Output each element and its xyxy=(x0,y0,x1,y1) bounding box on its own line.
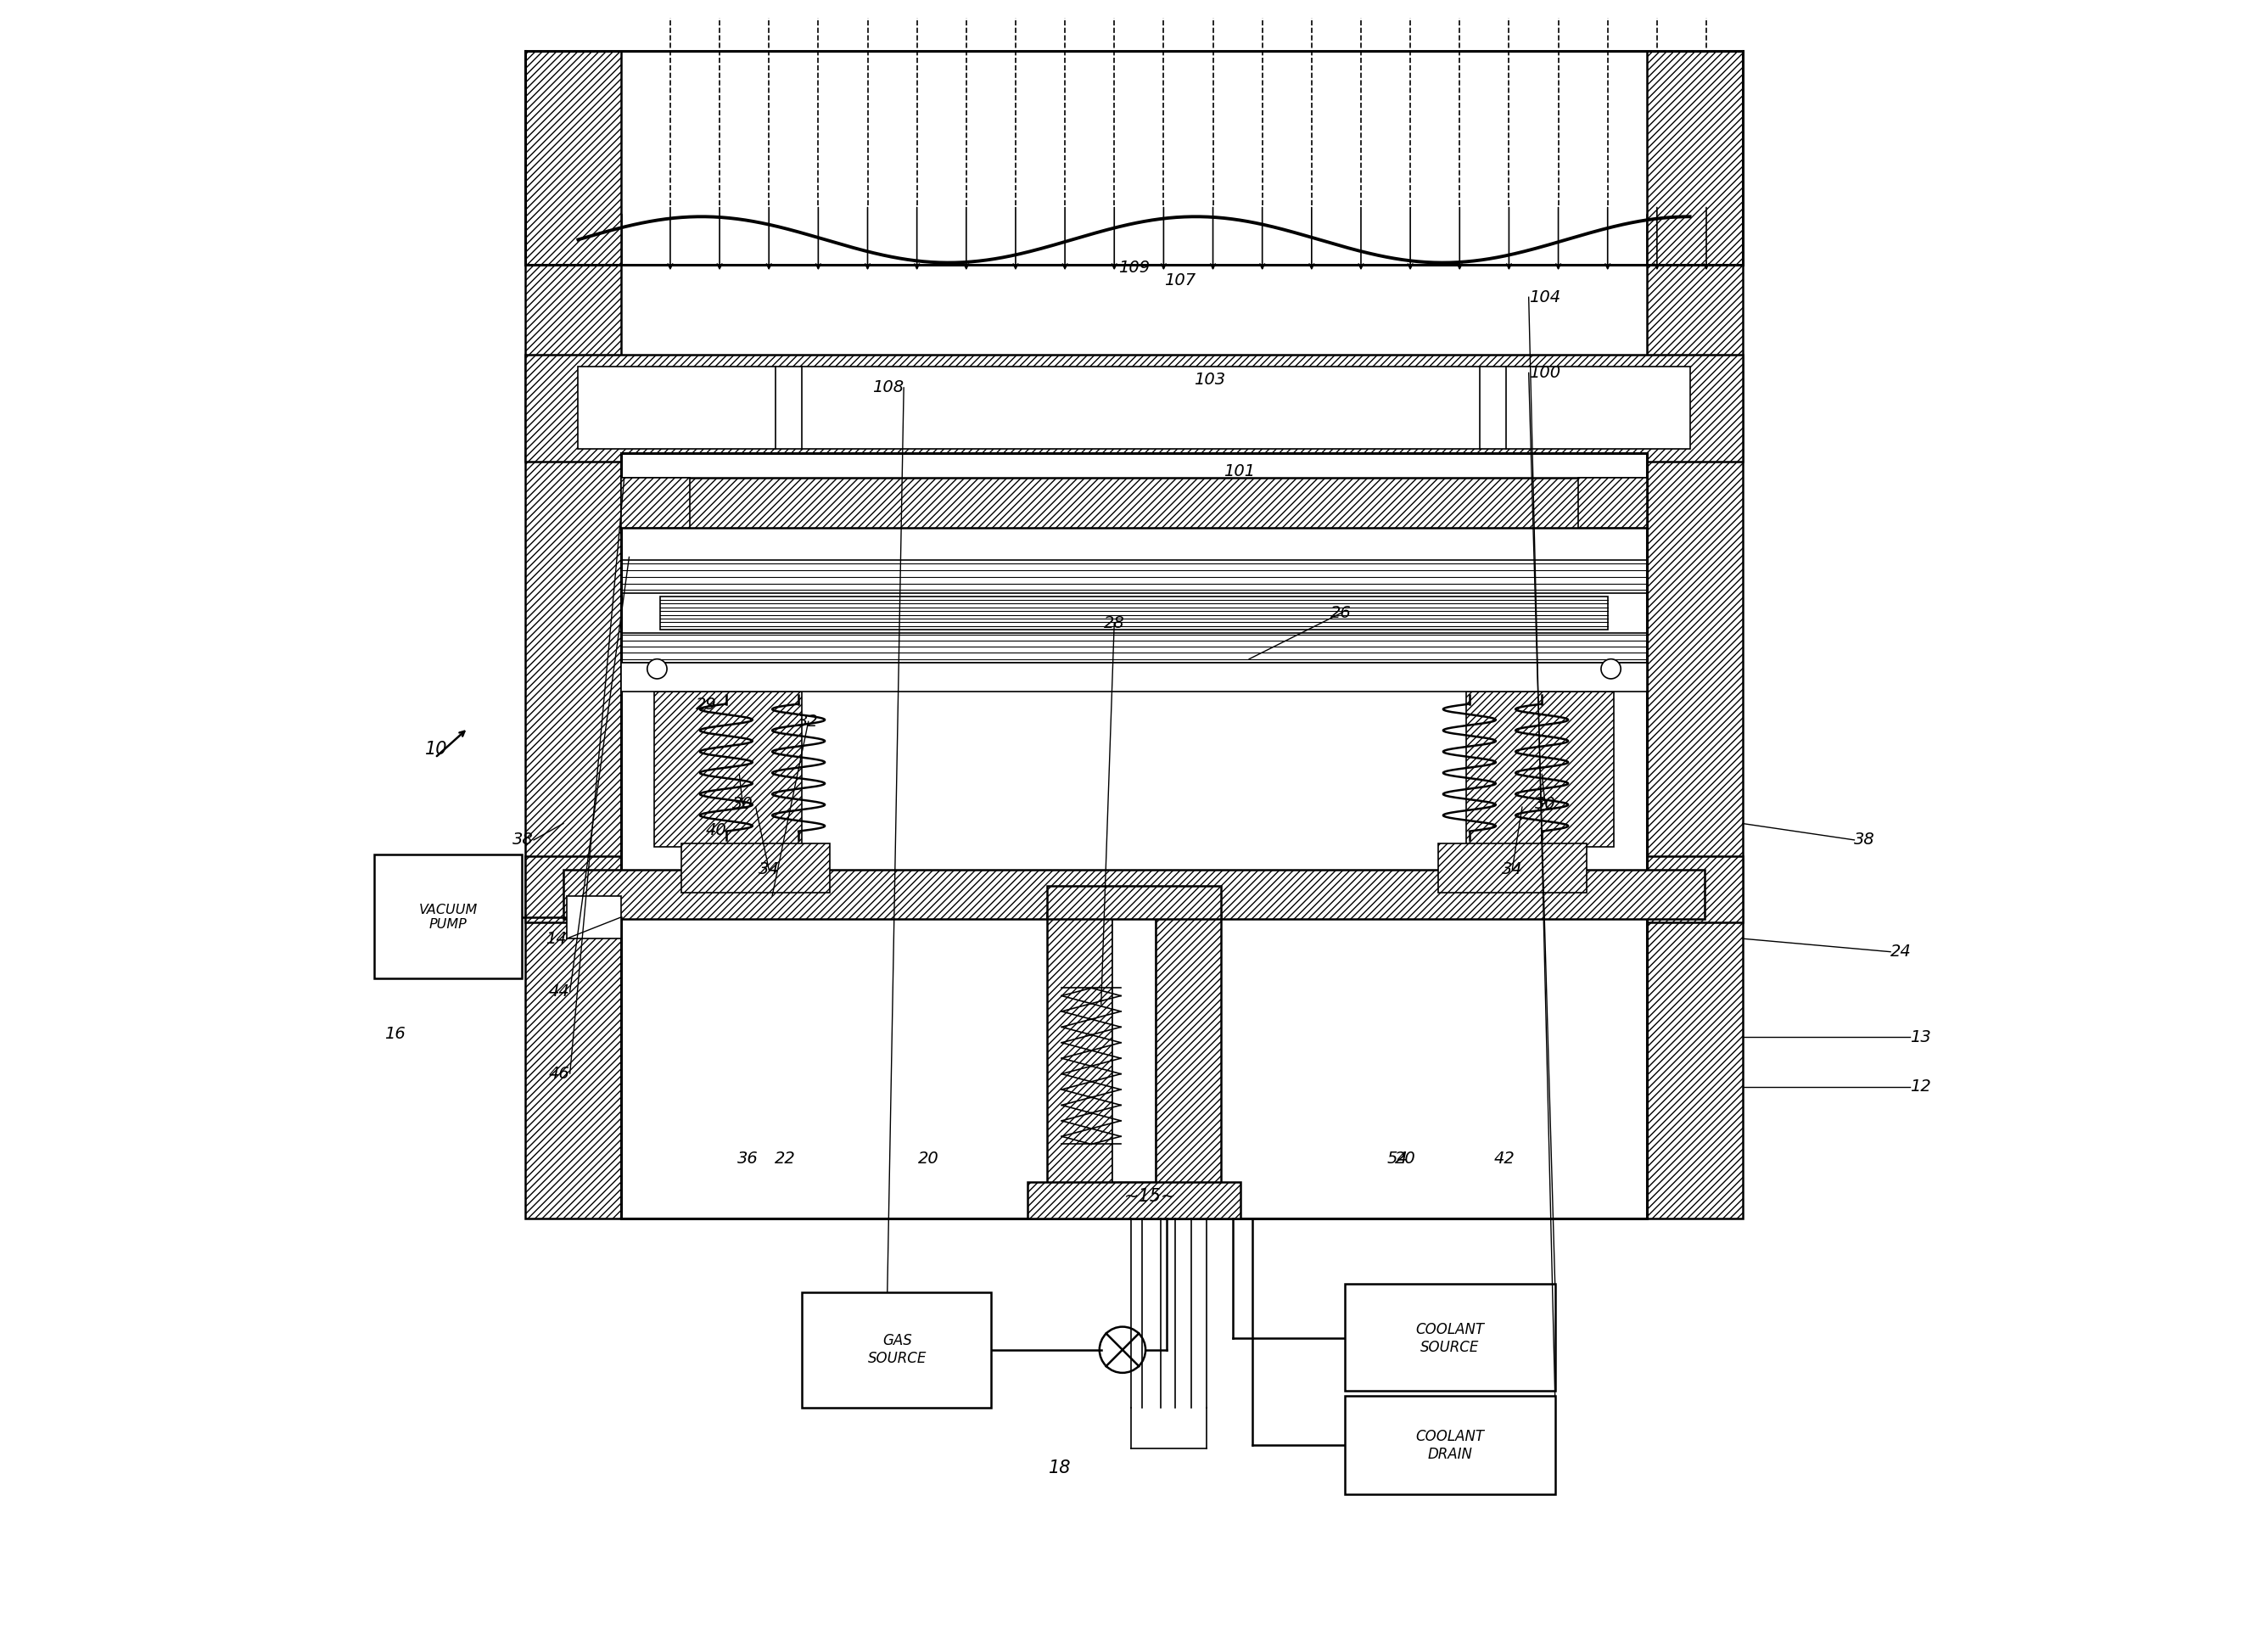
Text: 12: 12 xyxy=(1910,1079,1932,1095)
Bar xyxy=(1048,914,1114,1202)
Bar xyxy=(621,632,1647,662)
Polygon shape xyxy=(621,478,689,527)
Text: 109: 109 xyxy=(1118,260,1150,275)
Bar xyxy=(1048,886,1220,919)
Bar xyxy=(1345,1397,1556,1494)
Text: 38: 38 xyxy=(1855,832,1876,848)
Bar xyxy=(683,843,830,893)
Text: 30: 30 xyxy=(1535,796,1556,812)
Text: 29: 29 xyxy=(696,697,717,713)
Text: 107: 107 xyxy=(1163,273,1195,288)
Bar xyxy=(578,366,1690,448)
Bar xyxy=(621,478,1647,527)
Text: 26: 26 xyxy=(1331,604,1352,621)
Bar xyxy=(567,896,621,939)
Text: 34: 34 xyxy=(758,861,780,878)
Circle shape xyxy=(646,659,667,679)
Text: 30: 30 xyxy=(733,796,753,812)
Bar xyxy=(621,453,1647,1219)
Text: 13: 13 xyxy=(1910,1029,1932,1046)
Bar xyxy=(660,596,1608,629)
Text: 104: 104 xyxy=(1529,290,1560,305)
Bar xyxy=(526,216,621,1219)
Bar xyxy=(1465,692,1615,847)
Text: 46: 46 xyxy=(549,1066,569,1082)
Bar xyxy=(803,1293,991,1407)
Bar xyxy=(621,662,1647,692)
Bar xyxy=(1647,216,1742,1219)
Text: 54: 54 xyxy=(1386,1151,1408,1168)
Bar xyxy=(374,855,522,978)
Text: 22: 22 xyxy=(776,1151,796,1168)
Text: 103: 103 xyxy=(1193,371,1225,387)
Bar xyxy=(562,870,1706,919)
Text: 42: 42 xyxy=(1495,1151,1515,1168)
Bar xyxy=(526,856,1742,922)
Bar xyxy=(1027,1183,1241,1219)
Bar xyxy=(1154,914,1220,1202)
Text: ~15~: ~15~ xyxy=(1125,1189,1177,1206)
Text: 14: 14 xyxy=(547,931,567,947)
Bar xyxy=(1647,51,1742,264)
Bar xyxy=(1438,843,1585,893)
Polygon shape xyxy=(1579,478,1647,527)
Bar xyxy=(526,354,1742,461)
Text: 38: 38 xyxy=(513,832,533,848)
Text: 44: 44 xyxy=(549,983,569,1000)
Text: 18: 18 xyxy=(1048,1459,1070,1477)
Text: 40: 40 xyxy=(705,822,726,838)
Bar xyxy=(653,692,803,847)
Text: 108: 108 xyxy=(873,379,903,395)
Text: 100: 100 xyxy=(1529,364,1560,380)
Text: COOLANT
SOURCE: COOLANT SOURCE xyxy=(1415,1323,1483,1355)
Text: 101: 101 xyxy=(1222,463,1254,479)
Text: 32: 32 xyxy=(798,713,819,730)
Text: 20: 20 xyxy=(919,1151,939,1168)
Text: 28: 28 xyxy=(1105,614,1125,631)
Circle shape xyxy=(1601,659,1622,679)
Bar xyxy=(621,560,1647,593)
Text: 20: 20 xyxy=(1395,1151,1415,1168)
Text: VACUUM
PUMP: VACUUM PUMP xyxy=(420,904,479,931)
Text: 36: 36 xyxy=(737,1151,758,1168)
Text: 34: 34 xyxy=(1501,861,1522,878)
Bar xyxy=(1114,914,1154,1183)
Bar xyxy=(526,51,621,264)
Text: GAS
SOURCE: GAS SOURCE xyxy=(869,1334,928,1367)
Text: 24: 24 xyxy=(1892,944,1912,960)
Bar xyxy=(1345,1285,1556,1392)
Text: COOLANT
DRAIN: COOLANT DRAIN xyxy=(1415,1428,1483,1461)
Text: 16: 16 xyxy=(383,1026,406,1043)
Text: 10: 10 xyxy=(426,741,449,758)
